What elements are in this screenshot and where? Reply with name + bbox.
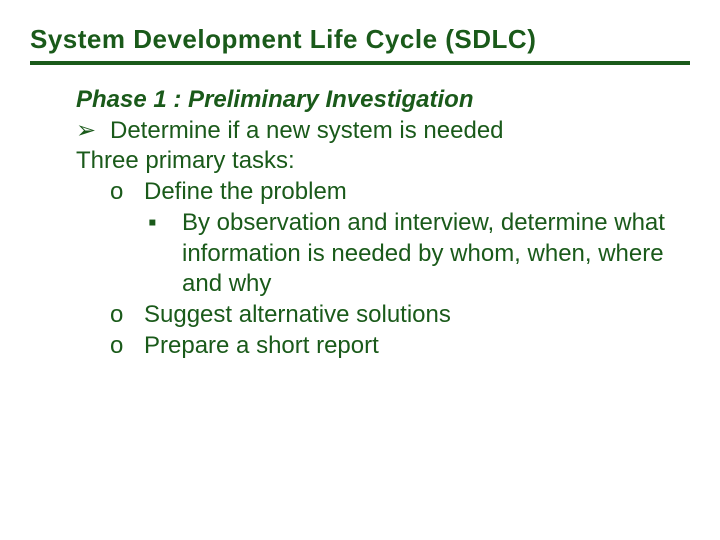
- task-text: Prepare a short report: [144, 331, 690, 362]
- task-sublist: ▪ By observation and interview, determin…: [148, 208, 690, 300]
- subtask-item: ▪ By observation and interview, determin…: [148, 208, 690, 300]
- square-bullet-icon: ▪: [148, 208, 182, 239]
- circle-bullet-icon: o: [110, 331, 144, 362]
- circle-bullet-icon: o: [110, 177, 144, 208]
- phase-heading: Phase 1 : Preliminary Investigation: [76, 85, 690, 116]
- task-item: o Prepare a short report: [110, 331, 690, 362]
- task-text: Define the problem: [144, 177, 690, 208]
- tasks-list: o Define the problem ▪ By observation an…: [110, 177, 690, 361]
- title-underline: [30, 61, 690, 65]
- tasks-intro: Three primary tasks:: [76, 146, 690, 177]
- top-bullet-line: ➢ Determine if a new system is needed: [76, 116, 690, 147]
- task-text: Suggest alternative solutions: [144, 300, 690, 331]
- circle-bullet-icon: o: [110, 300, 144, 331]
- top-bullet-text: Determine if a new system is needed: [110, 116, 690, 147]
- subtask-text: By observation and interview, determine …: [182, 208, 690, 300]
- task-item: o Suggest alternative solutions: [110, 300, 690, 331]
- slide-title: System Development Life Cycle (SDLC): [30, 24, 690, 55]
- arrow-bullet-icon: ➢: [76, 116, 110, 147]
- slide: System Development Life Cycle (SDLC) Pha…: [0, 0, 720, 540]
- task-item: o Define the problem: [110, 177, 690, 208]
- slide-body: Phase 1 : Preliminary Investigation ➢ De…: [76, 85, 690, 361]
